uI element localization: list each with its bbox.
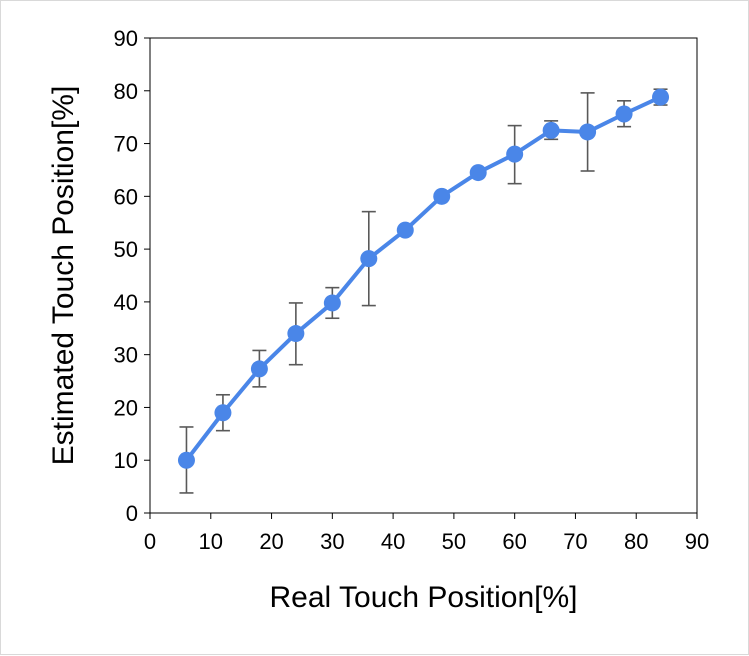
data-point — [579, 123, 597, 141]
data-point — [433, 187, 451, 205]
y-tick-label: 90 — [114, 26, 138, 51]
plot-area — [149, 37, 698, 514]
y-tick-label: 50 — [114, 237, 138, 262]
x-tick-label: 40 — [381, 529, 405, 554]
data-point — [615, 105, 633, 123]
x-tick-label: 80 — [624, 529, 648, 554]
y-tick-label: 70 — [114, 132, 138, 157]
x-tick-label: 30 — [320, 529, 344, 554]
x-axis-ticks: 0 10 20 30 40 50 60 70 80 90 — [144, 513, 709, 554]
series-line — [184, 95, 662, 462]
data-series — [177, 88, 670, 469]
data-point — [287, 325, 305, 343]
x-tick-label: 20 — [259, 529, 283, 554]
x-tick-label: 0 — [144, 529, 156, 554]
y-tick-label: 10 — [114, 448, 138, 473]
x-tick-label: 60 — [502, 529, 526, 554]
data-point — [177, 451, 195, 469]
data-point — [323, 294, 341, 312]
data-point — [250, 360, 268, 378]
data-point — [652, 88, 670, 106]
data-point — [469, 164, 487, 182]
y-tick-label: 60 — [114, 184, 138, 209]
data-point — [542, 121, 560, 139]
data-point — [360, 250, 378, 268]
x-tick-label: 90 — [685, 529, 709, 554]
data-point — [214, 404, 232, 422]
data-point — [396, 221, 414, 239]
x-tick-label: 50 — [442, 529, 466, 554]
y-tick-label: 40 — [114, 290, 138, 315]
y-tick-label: 30 — [114, 343, 138, 368]
data-point — [506, 145, 524, 163]
error-bars — [179, 88, 668, 494]
axes — [149, 37, 698, 514]
x-tick-label: 70 — [563, 529, 587, 554]
y-axis-title: Estimated Touch Position[%] — [47, 86, 80, 466]
x-tick-label: 10 — [199, 529, 223, 554]
y-axis-ticks: 0 10 20 30 40 50 60 70 80 90 — [114, 26, 150, 526]
y-tick-label: 20 — [114, 395, 138, 420]
y-tick-label: 80 — [114, 79, 138, 104]
y-tick-label: 0 — [126, 501, 138, 526]
x-axis-title: Real Touch Position[%] — [270, 581, 578, 614]
